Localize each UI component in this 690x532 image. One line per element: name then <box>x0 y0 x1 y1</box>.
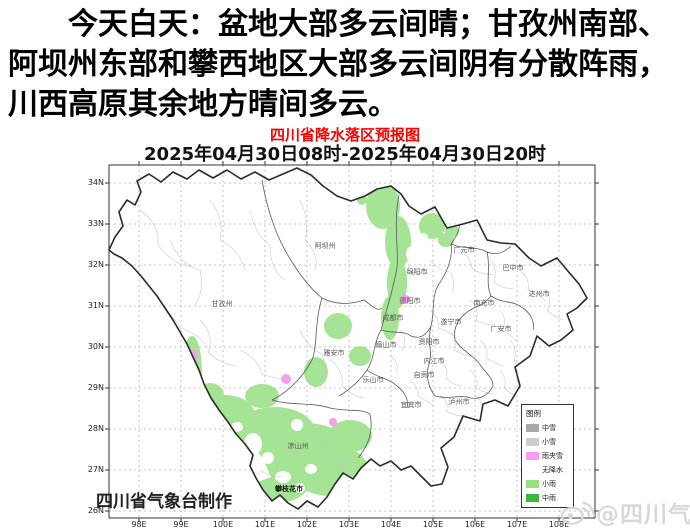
map-legend: 图例 中雪 小雪 雨夹雪 无降水 小雨 中雨 <box>521 404 574 508</box>
map-title: 四川省降水落区预报图 <box>269 126 420 144</box>
lon-tick-label: 99E <box>173 520 189 529</box>
legend-row: 中雨 <box>526 493 571 503</box>
province-border <box>108 167 588 510</box>
region-label: 资阳市 <box>419 337 440 346</box>
legend-row: 小雨 <box>526 479 571 489</box>
region-label: 眉山市 <box>376 340 397 349</box>
legend-swatch-0 <box>526 423 539 433</box>
legend-title: 图例 <box>526 409 541 418</box>
lat-tick-label: 27N <box>87 465 104 474</box>
region-label: 广元市 <box>454 245 475 254</box>
region-label: 雅安市 <box>324 348 345 357</box>
lon-tick-label: 103E <box>338 520 360 529</box>
legend-label: 雨夹雪 <box>542 452 563 460</box>
legend-label: 中雪 <box>542 424 556 432</box>
lon-tick-label: 107E <box>506 520 528 529</box>
watermark-handle: @四川气象 <box>596 502 690 528</box>
map-time-range: 2025年04月30日08时-2025年04月30日20时 <box>144 144 546 165</box>
region-label: 广安市 <box>491 324 512 333</box>
lon-tick-label: 108E <box>548 520 570 529</box>
region-label: 攀枝花市 <box>274 484 303 493</box>
graticule-grid <box>109 165 595 518</box>
lon-tick-label: 106E <box>464 520 486 529</box>
legend-label: 无降水 <box>542 466 563 474</box>
region-label: 阿坝州 <box>315 241 336 250</box>
lon-tick-label: 98E <box>131 520 147 529</box>
lat-tick-label: 28N <box>87 424 104 433</box>
lon-tick-label: 105E <box>422 520 444 529</box>
region-label: 乐山市 <box>363 375 384 384</box>
lat-tick-label: 30N <box>87 342 104 351</box>
region-labels: 甘孜州 阿坝州 凉山州 攀枝花市 雅安市 乐山市 眉山市 成都市 德阳市 绵阳市… <box>212 241 550 493</box>
region-label: 成都市 <box>383 313 404 322</box>
legend-swatch-1 <box>526 437 539 447</box>
legend-label: 中雨 <box>542 494 556 502</box>
lat-tick-label: 26N <box>87 506 104 515</box>
legend-label: 小雨 <box>542 480 556 488</box>
legend-swatch-5 <box>526 493 539 503</box>
watermark: @四川气象 <box>558 495 690 529</box>
lon-tick-label: 101E <box>254 520 276 529</box>
legend-row: 小雪 <box>526 437 571 447</box>
region-label: 德阳市 <box>400 296 421 305</box>
region-label: 达州市 <box>529 289 550 298</box>
legend-swatch-4 <box>526 479 539 489</box>
legend-label: 小雪 <box>542 438 556 446</box>
region-label: 巴中市 <box>503 263 524 272</box>
lat-tick-label: 29N <box>87 383 104 392</box>
lon-tick-label: 102E <box>296 520 318 529</box>
legend-swatch-3 <box>526 465 539 475</box>
legend-swatch-2 <box>526 451 539 461</box>
region-label: 宜宾市 <box>401 400 422 409</box>
lon-tick-label: 100E <box>212 520 234 529</box>
precipitation-areas <box>182 183 459 502</box>
axis-ticks <box>105 161 599 522</box>
region-label: 自贡市 <box>414 370 435 379</box>
region-label: 泸州市 <box>449 397 470 406</box>
region-label: 南充市 <box>474 298 495 307</box>
lat-tick-label: 32N <box>87 260 104 269</box>
legend-row: 雨夹雪 <box>526 451 571 461</box>
lat-tick-label: 34N <box>87 178 104 187</box>
region-label: 甘孜州 <box>212 299 233 308</box>
region-label: 凉山州 <box>288 441 309 450</box>
map-frame <box>108 164 596 519</box>
light-rain-area <box>182 183 459 502</box>
region-label: 内江市 <box>424 356 445 365</box>
producer-credit: 四川省气象台制作 <box>96 492 232 512</box>
lon-tick-label: 104E <box>380 520 402 529</box>
county-borders <box>139 199 564 477</box>
lat-tick-label: 31N <box>87 301 104 310</box>
weibo-logo-icon <box>560 501 596 525</box>
prefecture-borders <box>261 179 534 459</box>
region-label: 遂宁市 <box>441 317 462 326</box>
legend-row: 无降水 <box>526 465 571 475</box>
forecast-text: 今天白天：盆地大部多云间晴；甘孜州南部、阿坝州东部和攀西地区大部多云间阴有分散阵… <box>8 7 668 122</box>
lat-tick-label: 33N <box>87 219 104 228</box>
region-label: 绵阳市 <box>407 267 428 276</box>
legend-row: 中雪 <box>526 423 571 433</box>
